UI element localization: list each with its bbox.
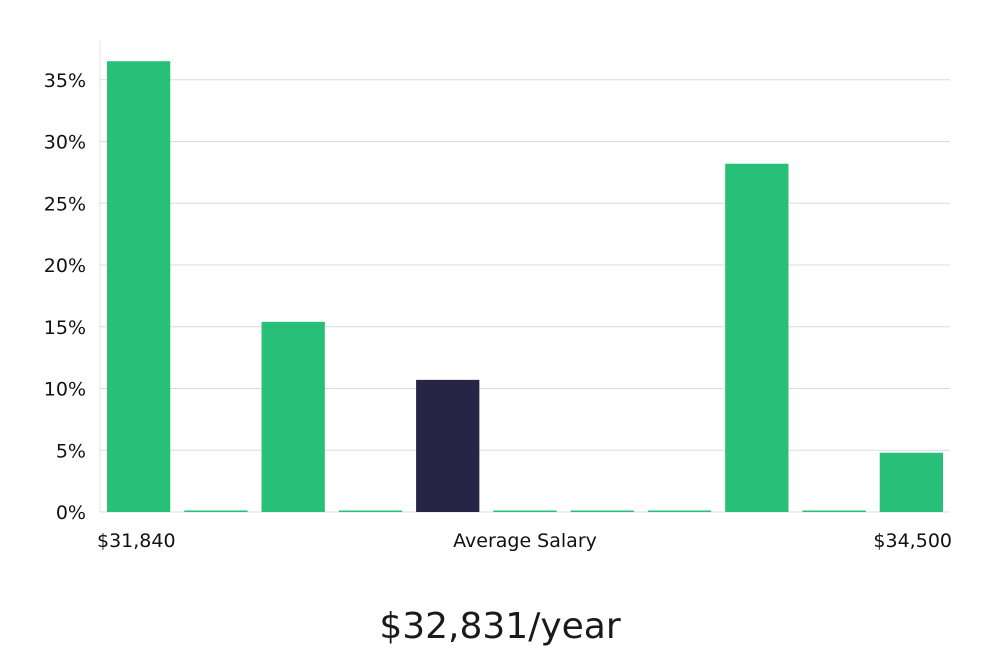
bars <box>107 61 943 513</box>
x-min-label: $31,840 <box>97 530 176 552</box>
bar <box>725 163 789 513</box>
y-tick-label: 20% <box>44 255 86 277</box>
y-tick-label: 15% <box>44 317 86 339</box>
bar <box>879 452 943 512</box>
y-tick-label: 25% <box>44 193 86 215</box>
bar-average-salary <box>416 379 480 512</box>
bar <box>338 510 403 512</box>
bar <box>184 510 248 512</box>
salary-histogram: 0% 5% 10% 15% 20% 25% 30% 35% $31,840 Average S… <box>44 40 952 552</box>
y-tick-label: 0% <box>56 502 86 524</box>
bar <box>107 61 171 512</box>
y-tick-label: 30% <box>44 132 86 154</box>
bar <box>570 510 634 512</box>
y-tick-label: 10% <box>44 379 86 401</box>
bar <box>261 321 325 512</box>
bar <box>647 510 712 512</box>
bar <box>802 510 866 512</box>
y-tick-label: 35% <box>44 70 86 92</box>
x-max-label: $34,500 <box>873 530 952 552</box>
chart-svg: 0% 5% 10% 15% 20% 25% 30% 35% $31,840 Average S… <box>44 40 952 552</box>
y-tick-labels: 0% 5% 10% 15% 20% 25% 30% 35% <box>44 70 86 524</box>
grid-lines <box>100 79 950 513</box>
average-salary-caption: $32,831/year <box>379 606 621 647</box>
bar <box>493 510 557 512</box>
x-axis-title: Average Salary <box>453 530 597 552</box>
x-axis-labels: $31,840 Average Salary $34,500 <box>97 530 952 552</box>
y-tick-label: 5% <box>56 440 86 462</box>
